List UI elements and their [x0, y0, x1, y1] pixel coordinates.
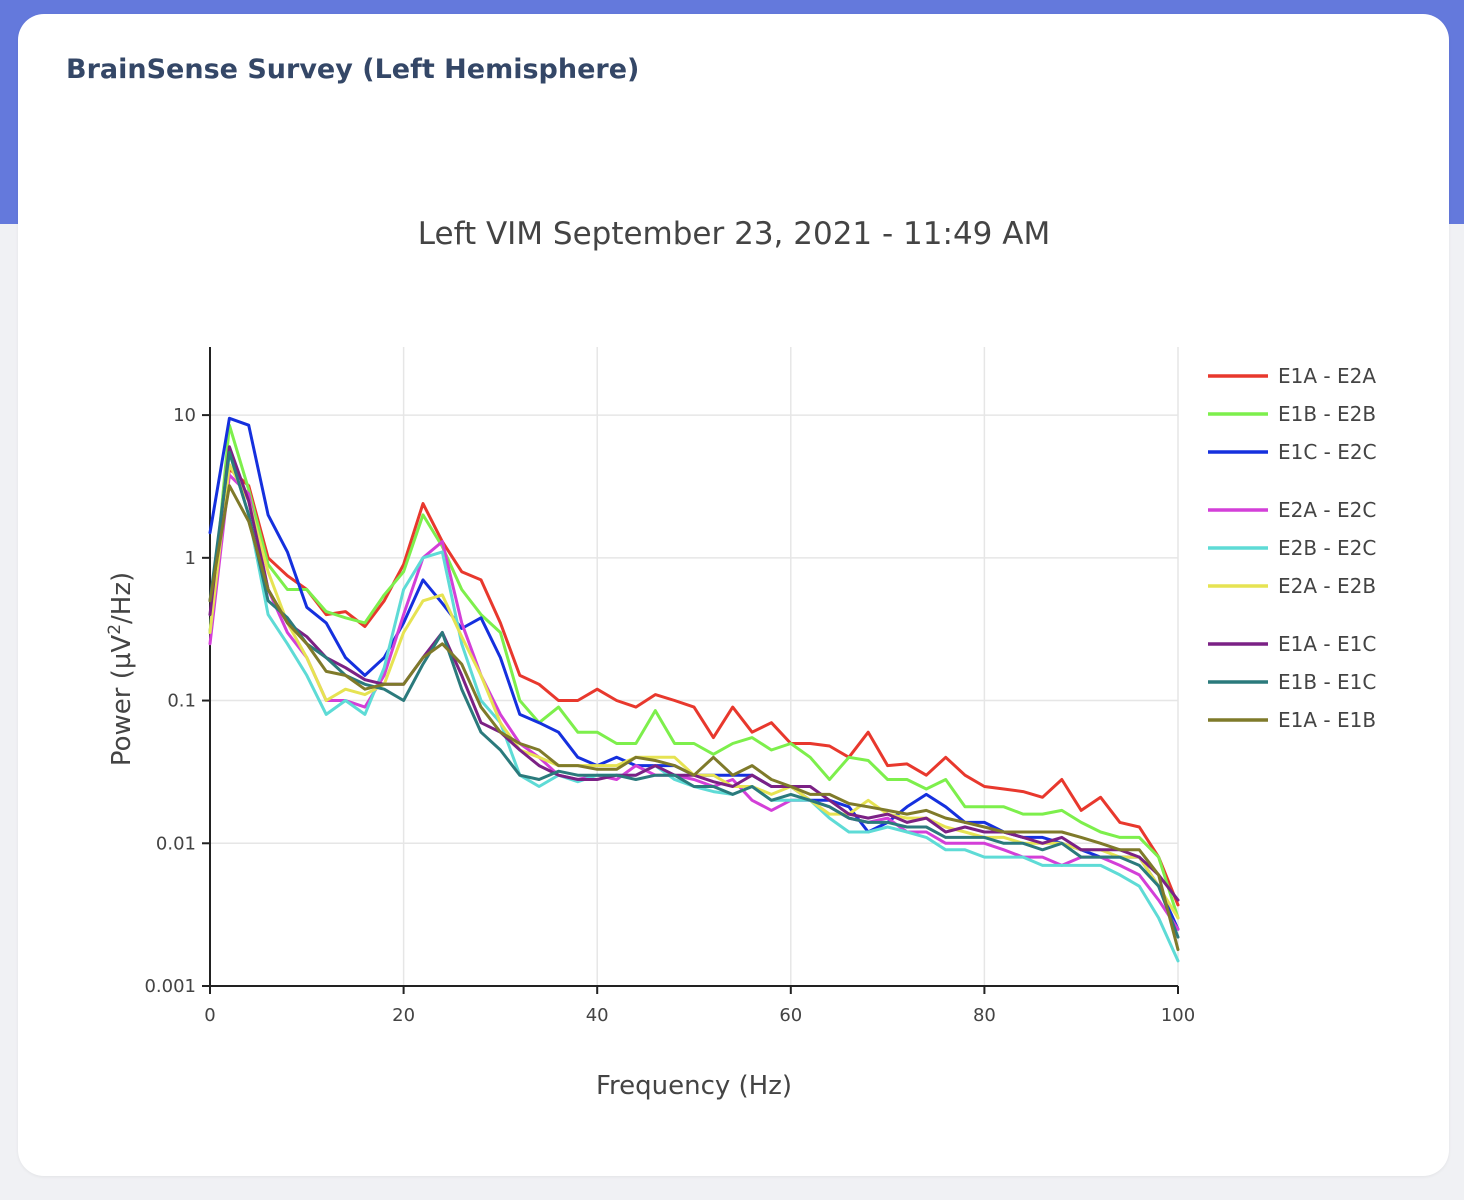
legend-item[interactable]: E2B - E2C	[1208, 536, 1376, 560]
power-spectrum-chart: Left VIM September 23, 2021 - 11:49 AM 0…	[105, 216, 1377, 1101]
series-line-e1a-e2a	[208, 467, 1180, 907]
y-tick-label: 10	[173, 405, 196, 426]
legend-label: E1A - E2A	[1278, 364, 1376, 388]
y-tick-label: 0.1	[167, 691, 196, 712]
x-tick-label: 0	[204, 1005, 215, 1026]
legend-item[interactable]: E1B - E2B	[1208, 402, 1376, 426]
gridlines	[210, 347, 1179, 986]
legend-label: E1B - E2B	[1278, 402, 1376, 426]
series-line-e2a-e2b	[208, 463, 1180, 920]
y-ticks: 0.001 0.01 0.1 1 10	[144, 405, 210, 997]
legend-item[interactable]: E1B - E1C	[1208, 670, 1376, 694]
legend-item[interactable]: E1C - E2C	[1208, 440, 1377, 464]
series-line-e1b-e1c	[208, 450, 1180, 939]
chart-card: BrainSense Survey (Left Hemisphere) Left…	[18, 14, 1449, 1176]
y-axis-title-sup: 2	[105, 624, 125, 635]
legend-item[interactable]: E1A - E1C	[1208, 632, 1376, 656]
x-tick-label: 20	[392, 1005, 415, 1026]
x-tick-label: 40	[586, 1005, 609, 1026]
legend-label: E2A - E2C	[1278, 498, 1376, 522]
y-axis-title-end: /Hz)	[107, 572, 137, 624]
y-axis-title: Power (µV2/Hz)	[105, 572, 137, 766]
legend-label: E2B - E2C	[1278, 536, 1376, 560]
legend-item[interactable]: E2A - E2B	[1208, 574, 1376, 598]
legend-item[interactable]: E1A - E1B	[1208, 708, 1376, 732]
legend-label: E1A - E1B	[1278, 708, 1376, 732]
y-tick-label: 0.01	[156, 833, 196, 854]
legend-item[interactable]: E1A - E2A	[1208, 364, 1376, 388]
card-title: BrainSense Survey (Left Hemisphere)	[66, 54, 640, 85]
series-lines	[208, 416, 1180, 963]
axes	[209, 347, 1178, 987]
series-line-e1a-e1b	[208, 484, 1180, 952]
legend-label: E1B - E1C	[1278, 670, 1376, 694]
x-axis-title: Frequency (Hz)	[596, 1071, 792, 1101]
y-axis-title-main: Power (µV	[107, 635, 137, 767]
x-tick-label: 80	[973, 1005, 996, 1026]
series-line-e1b-e2b	[208, 423, 1180, 920]
x-tick-label: 100	[1161, 1005, 1195, 1026]
legend-label: E1C - E2C	[1278, 440, 1377, 464]
legend-item[interactable]: E2A - E2C	[1208, 498, 1376, 522]
legend: E1A - E2A E1B - E2B E1C - E2C E2A - E2C E2B …	[1208, 364, 1377, 732]
x-ticks: 0 20 40 60 80 100	[204, 986, 1195, 1026]
legend-label: E1A - E1C	[1278, 632, 1376, 656]
x-tick-label: 60	[779, 1005, 802, 1026]
legend-label: E2A - E2B	[1278, 574, 1376, 598]
chart-title: Left VIM September 23, 2021 - 11:49 AM	[418, 216, 1050, 252]
y-tick-label: 1	[185, 548, 196, 569]
y-tick-label: 0.001	[144, 976, 196, 997]
